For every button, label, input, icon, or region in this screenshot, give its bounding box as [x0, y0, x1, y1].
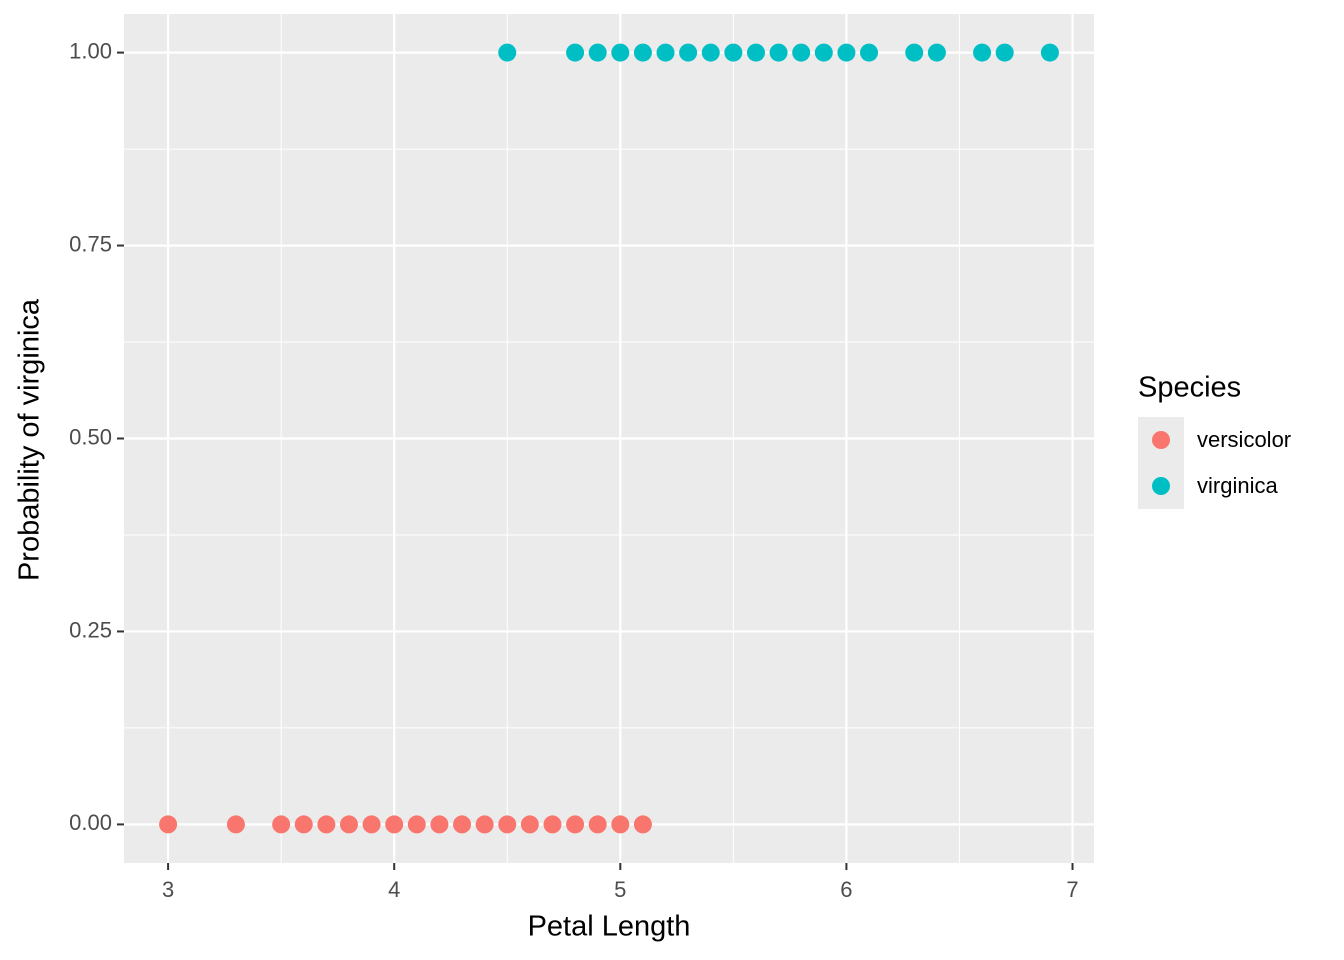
legend-label: versicolor [1197, 427, 1291, 452]
point [543, 815, 562, 834]
point [679, 43, 698, 62]
point [1040, 43, 1059, 62]
point [566, 43, 585, 62]
point [453, 815, 472, 834]
x-tick-label: 6 [840, 877, 852, 902]
point [611, 43, 630, 62]
point [995, 43, 1014, 62]
point [339, 815, 358, 834]
y-tick-label: 0.00 [69, 810, 112, 835]
x-tick-label: 3 [162, 877, 174, 902]
y-tick-label: 0.50 [69, 424, 112, 449]
point [498, 815, 517, 834]
legend-key [1152, 431, 1170, 449]
point [814, 43, 833, 62]
point [430, 815, 449, 834]
y-axis-title: Probability of virginica [14, 298, 46, 581]
point [317, 815, 336, 834]
y-tick-label: 0.25 [69, 617, 112, 642]
point [272, 815, 291, 834]
point [905, 43, 924, 62]
point [159, 815, 178, 834]
legend-key-background [1138, 417, 1184, 509]
point [611, 815, 630, 834]
point [407, 815, 426, 834]
point [746, 43, 765, 62]
point [588, 815, 607, 834]
x-tick-label: 5 [614, 877, 626, 902]
legend-key [1152, 477, 1170, 495]
legend-label: virginica [1197, 473, 1278, 498]
x-tick-label: 7 [1066, 877, 1078, 902]
point [837, 43, 856, 62]
legend-title: Species [1138, 372, 1241, 404]
x-axis-title: Petal Length [528, 911, 691, 943]
point [769, 43, 788, 62]
point [860, 43, 879, 62]
point [701, 43, 720, 62]
point [724, 43, 743, 62]
point [656, 43, 675, 62]
y-tick-label: 0.75 [69, 231, 112, 256]
point [927, 43, 946, 62]
point [633, 815, 652, 834]
point [792, 43, 811, 62]
x-tick-label: 4 [388, 877, 400, 902]
point [385, 815, 404, 834]
point [362, 815, 381, 834]
y-tick-label: 1.00 [69, 38, 112, 63]
point [566, 815, 585, 834]
point [588, 43, 607, 62]
point [633, 43, 652, 62]
point [520, 815, 539, 834]
point [475, 815, 494, 834]
point [973, 43, 992, 62]
point [498, 43, 517, 62]
point [226, 815, 245, 834]
point [294, 815, 313, 834]
